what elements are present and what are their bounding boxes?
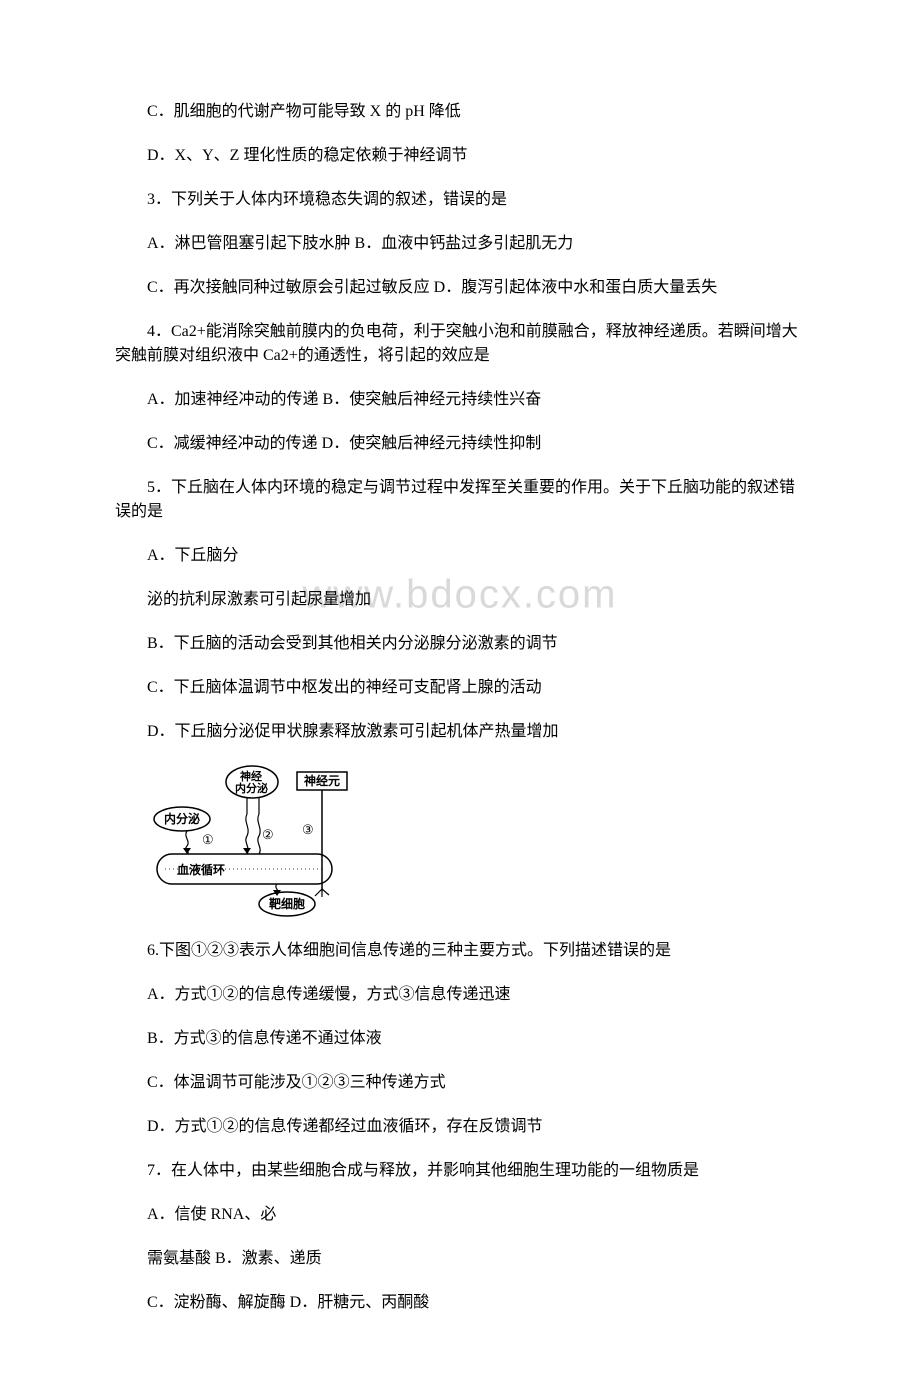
q4-options-ab: A．加速神经冲动的传递 B．使突触后神经元持续性兴奋	[115, 388, 810, 412]
question-7: 7．在人体中，由某些细胞合成与释放，并影响其他细胞生理功能的一组物质是	[115, 1159, 810, 1183]
document-content: C．肌细胞的代谢产物可能导致 X 的 pH 降低 D．X、Y、Z 理化性质的稳定…	[115, 100, 810, 1315]
q5-option-a-part2: 泌的抗利尿激素可引起尿量增加	[115, 588, 810, 612]
q3-options-ab: A．淋巴管阻塞引起下肢水肿 B．血液中钙盐过多引起肌无力	[115, 232, 810, 256]
q6-option-a: A．方式①②的信息传递缓慢，方式③信息传递迅速	[115, 983, 810, 1007]
question-5: 5．下丘脑在人体内环境的稳定与调节过程中发挥至关重要的作用。关于下丘脑功能的叙述…	[115, 476, 810, 524]
svg-text:③: ③	[302, 822, 314, 837]
question-6: 6.下图①②③表示人体细胞间信息传递的三种主要方式。下列描述错误的是	[115, 939, 810, 963]
q5-option-c: C．下丘脑体温调节中枢发出的神经可支配肾上腺的活动	[115, 676, 810, 700]
q7-option-a-part2: 需氨基酸 B．激素、递质	[115, 1247, 810, 1271]
q7-options-cd: C．淀粉酶、解旋酶 D．肝糖元、丙酮酸	[115, 1291, 810, 1315]
question-3: 3．下列关于人体内环境稳态失调的叙述，错误的是	[115, 188, 810, 212]
q5-option-d: D．下丘脑分泌促甲状腺素释放激素可引起机体产热量增加	[115, 720, 810, 744]
q6-option-b: B．方式③的信息传递不通过体液	[115, 1027, 810, 1051]
svg-text:内分泌: 内分泌	[164, 811, 200, 826]
option-d: D．X、Y、Z 理化性质的稳定依赖于神经调节	[115, 144, 810, 168]
q5-option-a-part1: A．下丘脑分	[115, 544, 810, 568]
cell-signal-diagram: 血液循环内分泌神经内分泌神经元靶细胞①②③	[147, 764, 377, 919]
svg-text:神经: 神经	[240, 769, 262, 783]
svg-text:②: ②	[262, 827, 274, 842]
option-c: C．肌细胞的代谢产物可能导致 X 的 pH 降低	[115, 100, 810, 124]
diagram-container: 血液循环内分泌神经内分泌神经元靶细胞①②③	[147, 764, 810, 919]
q6-option-d: D．方式①②的信息传递都经过血液循环，存在反馈调节	[115, 1115, 810, 1139]
q7-option-a-part1: A．信使 RNA、必	[115, 1203, 810, 1227]
svg-text:内分泌: 内分泌	[235, 781, 268, 795]
svg-text:①: ①	[202, 832, 214, 847]
q3-options-cd: C．再次接触同种过敏原会引起过敏反应 D．腹泻引起体液中水和蛋白质大量丢失	[115, 276, 810, 300]
svg-text:靶细胞: 靶细胞	[269, 896, 305, 911]
svg-text:血液循环: 血液循环	[177, 862, 225, 877]
q5-option-b: B．下丘脑的活动会受到其他相关内分泌腺分泌激素的调节	[115, 632, 810, 656]
q4-options-cd: C．减缓神经冲动的传递 D．使突触后神经元持续性抑制	[115, 432, 810, 456]
svg-text:神经元: 神经元	[304, 773, 340, 788]
q6-option-c: C．体温调节可能涉及①②③三种传递方式	[115, 1071, 810, 1095]
question-4: 4．Ca2+能消除突触前膜内的负电荷，利于突触小泡和前膜融合，释放神经递质。若瞬…	[115, 320, 810, 368]
